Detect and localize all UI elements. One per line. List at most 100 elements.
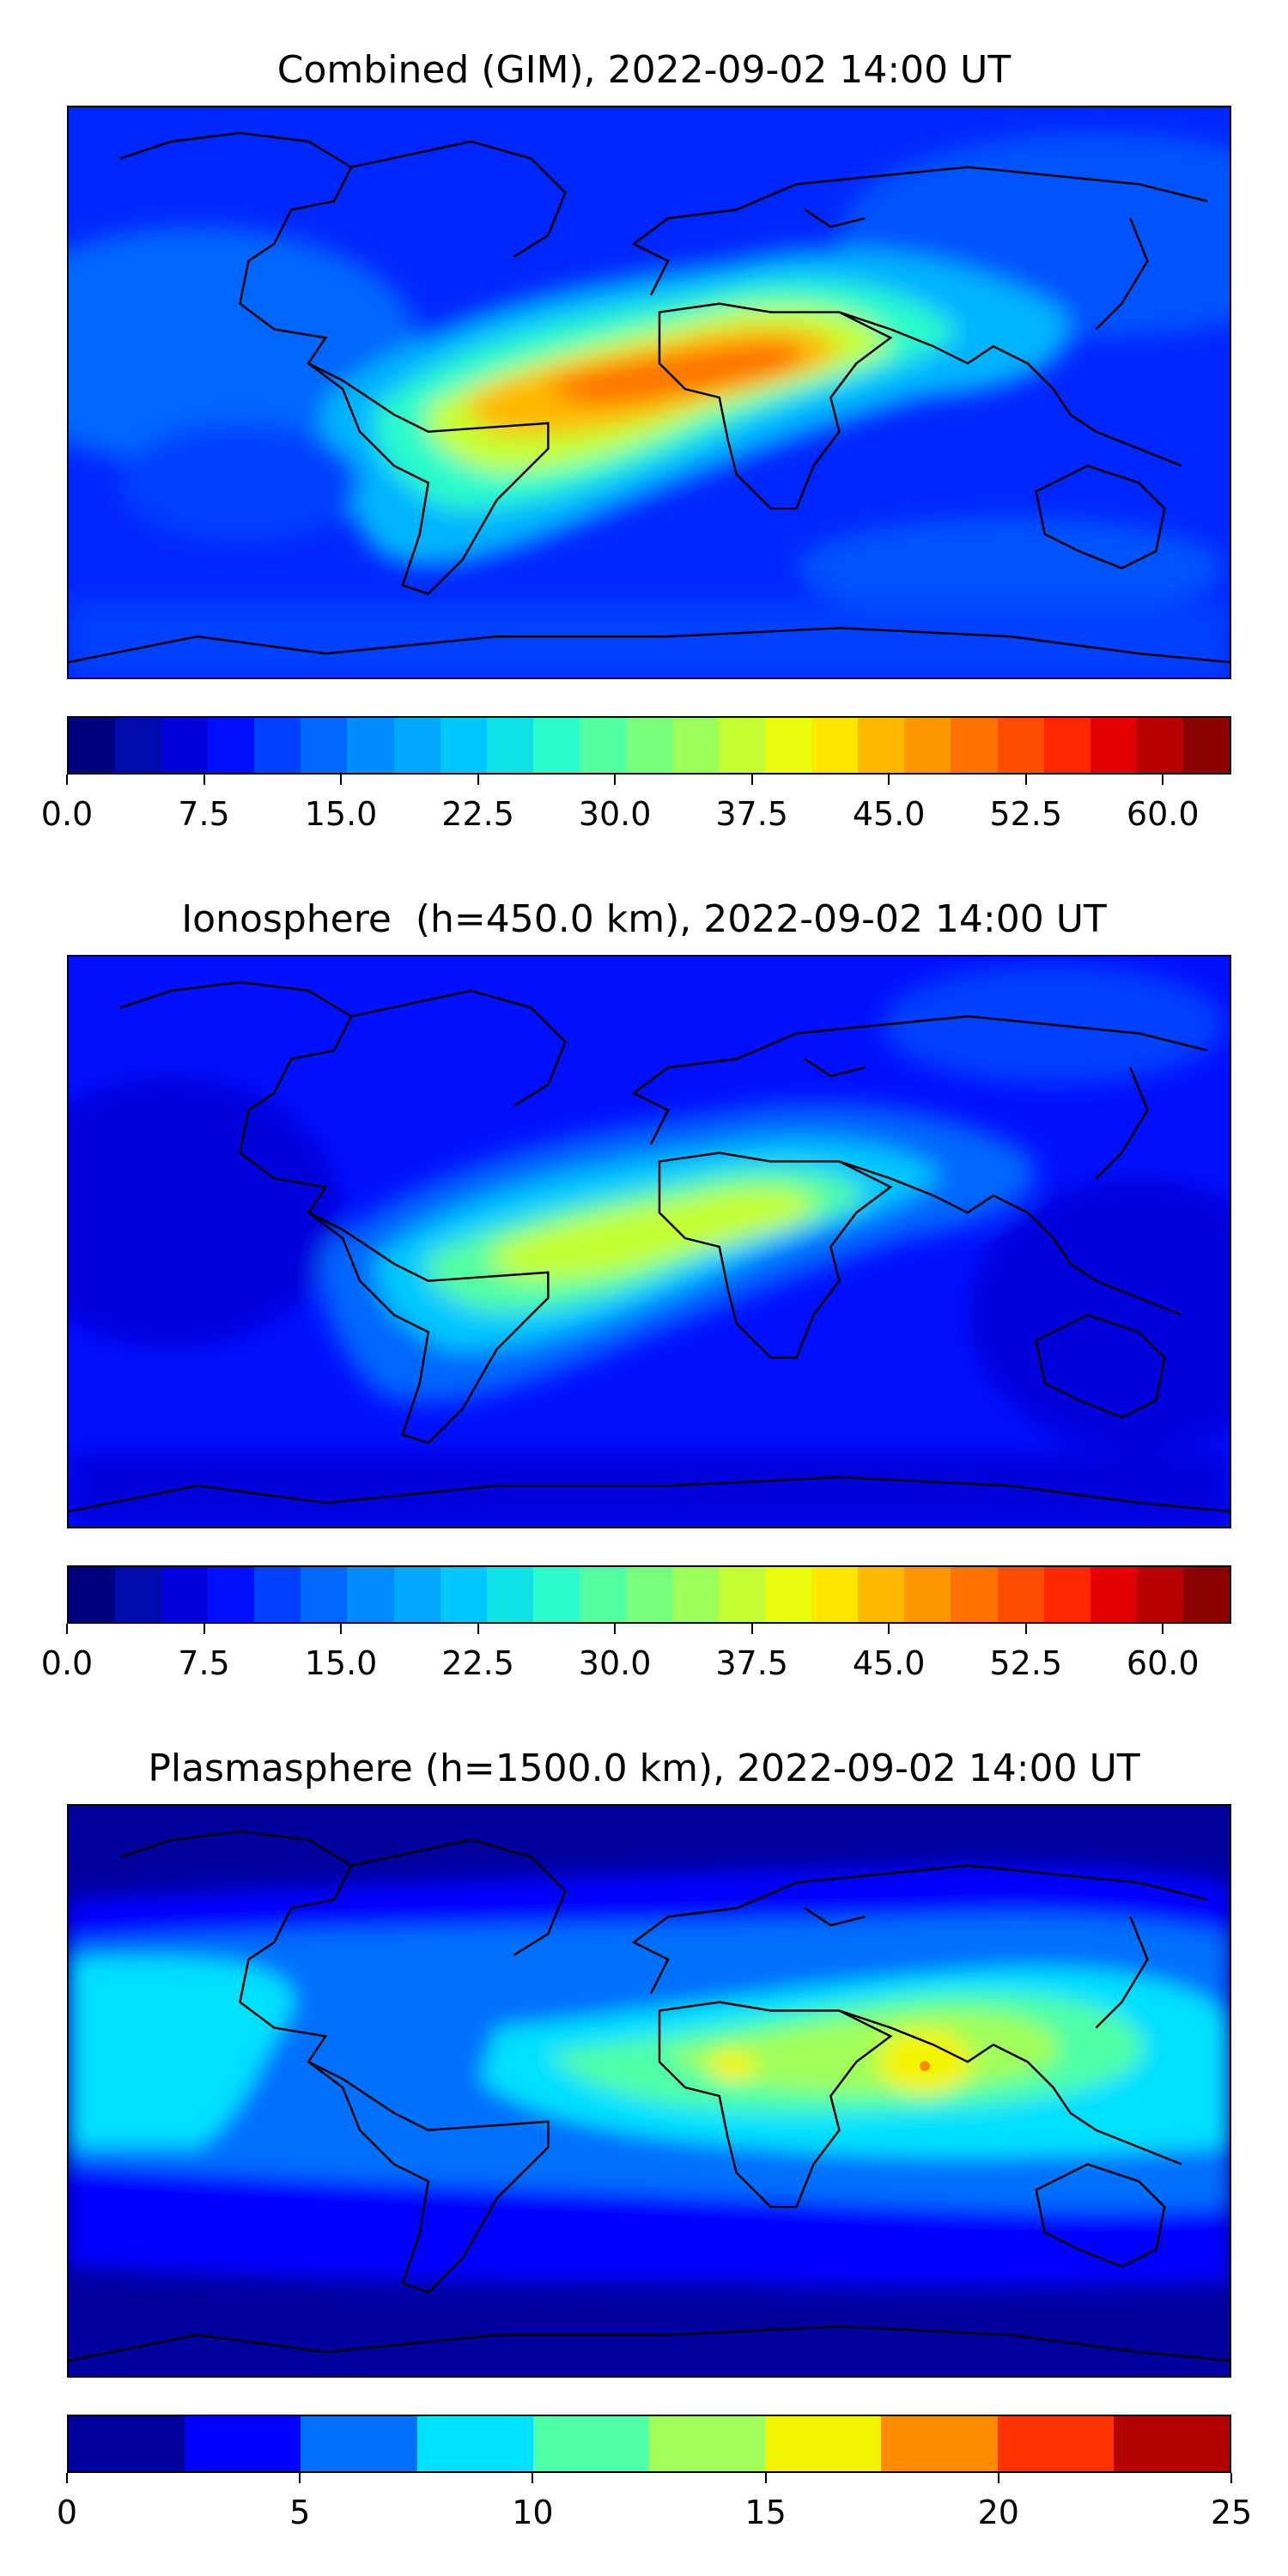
colorbar-segment	[765, 718, 812, 773]
colorbar-tick-label: 15.0	[304, 1644, 378, 1682]
colorbar-segment	[69, 718, 116, 773]
panel-title-plasmasphere: Plasmasphere (h=1500.0 km), 2022-09-02 1…	[148, 1747, 1140, 1790]
panel-title-ionosphere: Ionosphere (h=450.0 km), 2022-09-02 14:0…	[181, 897, 1107, 941]
colorbar-tick-label: 5	[289, 2494, 311, 2531]
colorbar-segment	[1090, 718, 1137, 773]
colorbar-segment	[951, 718, 998, 773]
colorbar-tick	[888, 775, 890, 785]
colorbar-tick	[66, 775, 68, 785]
colorbar-tick-label: 37.5	[715, 1644, 788, 1682]
colorbar-tick	[614, 1624, 617, 1634]
colorbar-segment	[185, 2416, 301, 2471]
colorbar-segment	[1043, 718, 1091, 773]
colorbar-segment	[532, 2416, 650, 2471]
colorbar-tick	[532, 2473, 534, 2483]
colorbar-segment	[765, 1567, 812, 1622]
colorbar-segment	[811, 1567, 859, 1622]
colorbar-segment	[579, 1567, 626, 1622]
colorbar-tick-label: 0	[56, 2494, 78, 2531]
colorbar-segment	[1182, 718, 1230, 773]
colorbar-segment	[115, 718, 162, 773]
colorbar-tick-label: 45.0	[852, 1644, 926, 1682]
colorbar-plasmasphere: 0 5 10 15 20 25	[57, 2415, 1252, 2531]
colorbar-tick-label: 37.5	[715, 795, 788, 833]
colorbar-tick	[750, 775, 753, 785]
colorbar-segment	[881, 2416, 998, 2471]
colorbar-segment	[301, 718, 348, 773]
colorbar-segment	[254, 718, 301, 773]
colorbar-tick	[477, 775, 479, 785]
colorbar-strip	[67, 1565, 1231, 1624]
colorbar-tick-label: 0.0	[40, 795, 94, 833]
colorbar-tick-label: 52.5	[989, 795, 1063, 833]
colorbar-segment	[858, 1567, 905, 1622]
colorbar-segment	[997, 2416, 1114, 2471]
colorbar-tick	[750, 1624, 753, 1634]
colorbar-segment	[208, 718, 255, 773]
coastlines	[69, 1830, 1230, 2362]
colorbar-segment	[1090, 1567, 1137, 1622]
colorbar-segment	[1136, 718, 1183, 773]
colorbar-segment	[719, 1567, 766, 1622]
colorbar-tick	[203, 775, 205, 785]
colorbar-segment	[1043, 1567, 1091, 1622]
colorbar-segment	[532, 1567, 580, 1622]
colorbar-segment	[765, 2416, 882, 2471]
colorbar-tick	[340, 775, 343, 785]
colorbar-segment	[625, 1567, 673, 1622]
colorbar-segment	[719, 718, 766, 773]
colorbar-segment	[625, 718, 673, 773]
colorbar-tick	[888, 1624, 890, 1634]
colorbar-tick-label: 22.5	[441, 1644, 514, 1682]
colorbar-segment	[1182, 1567, 1230, 1622]
colorbar-tick	[1024, 1624, 1027, 1634]
colorbar-combined: 0.0 7.5 15.0 22.5 30.0 37.5 45.0 52.5 60.0	[41, 716, 1231, 833]
colorbar-segment	[254, 1567, 301, 1622]
colorbar-segment	[347, 718, 394, 773]
colorbar-tick	[66, 1624, 68, 1634]
colorbar-tick	[203, 1624, 205, 1634]
colorbar-tick-label: 45.0	[852, 795, 926, 833]
colorbar-segment	[811, 718, 859, 773]
colorbar-tick-label: 60.0	[1126, 1644, 1200, 1682]
map-ionosphere	[67, 955, 1231, 1528]
tec-map-plasmasphere	[69, 1806, 1230, 2376]
colorbar-segment	[649, 2416, 766, 2471]
colorbar-segment	[440, 1567, 487, 1622]
colorbar-segment	[904, 718, 951, 773]
colorbar-segment	[579, 718, 626, 773]
colorbar-segment	[672, 1567, 720, 1622]
colorbar-tick	[997, 2473, 999, 2483]
colorbar-tick-label: 7.5	[178, 1644, 230, 1682]
panel-title-combined: Combined (GIM), 2022-09-02 14:00 UT	[276, 48, 1012, 92]
colorbar-segment	[672, 718, 720, 773]
colorbar-segment	[161, 1567, 209, 1622]
colorbar-tick-label: 15.0	[304, 795, 378, 833]
colorbar-segment	[301, 1567, 348, 1622]
map-combined	[67, 106, 1231, 679]
colorbar-segment	[1136, 1567, 1183, 1622]
colorbar-tick-label: 20	[977, 2494, 1019, 2531]
colorbar-tick-label: 52.5	[989, 1644, 1063, 1682]
colorbar-segment	[161, 718, 209, 773]
colorbar-tick	[764, 2473, 767, 2483]
colorbar-tick	[340, 1624, 343, 1634]
colorbar-tick-label: 25	[1210, 2494, 1253, 2531]
colorbar-tick-label: 15	[744, 2494, 787, 2531]
colorbar-segment	[951, 1567, 998, 1622]
colorbar-tick-label: 30.0	[578, 795, 652, 833]
tec-map-ionosphere	[69, 957, 1230, 1527]
colorbar-segment	[115, 1567, 162, 1622]
colorbar-tick	[66, 2473, 68, 2483]
colorbar-tick-label: 0.0	[40, 1644, 94, 1682]
colorbar-segment	[997, 1567, 1044, 1622]
colorbar-tick	[299, 2473, 301, 2483]
colorbar-tick	[477, 1624, 479, 1634]
colorbar-segment	[1113, 2416, 1230, 2471]
colorbar-segment	[393, 718, 440, 773]
colorbar-tick	[1162, 1624, 1164, 1634]
colorbar-segment	[393, 1567, 440, 1622]
colorbar-segment	[997, 718, 1044, 773]
colorbar-tick-label: 10	[512, 2494, 554, 2531]
tec-map-combined	[69, 107, 1230, 677]
